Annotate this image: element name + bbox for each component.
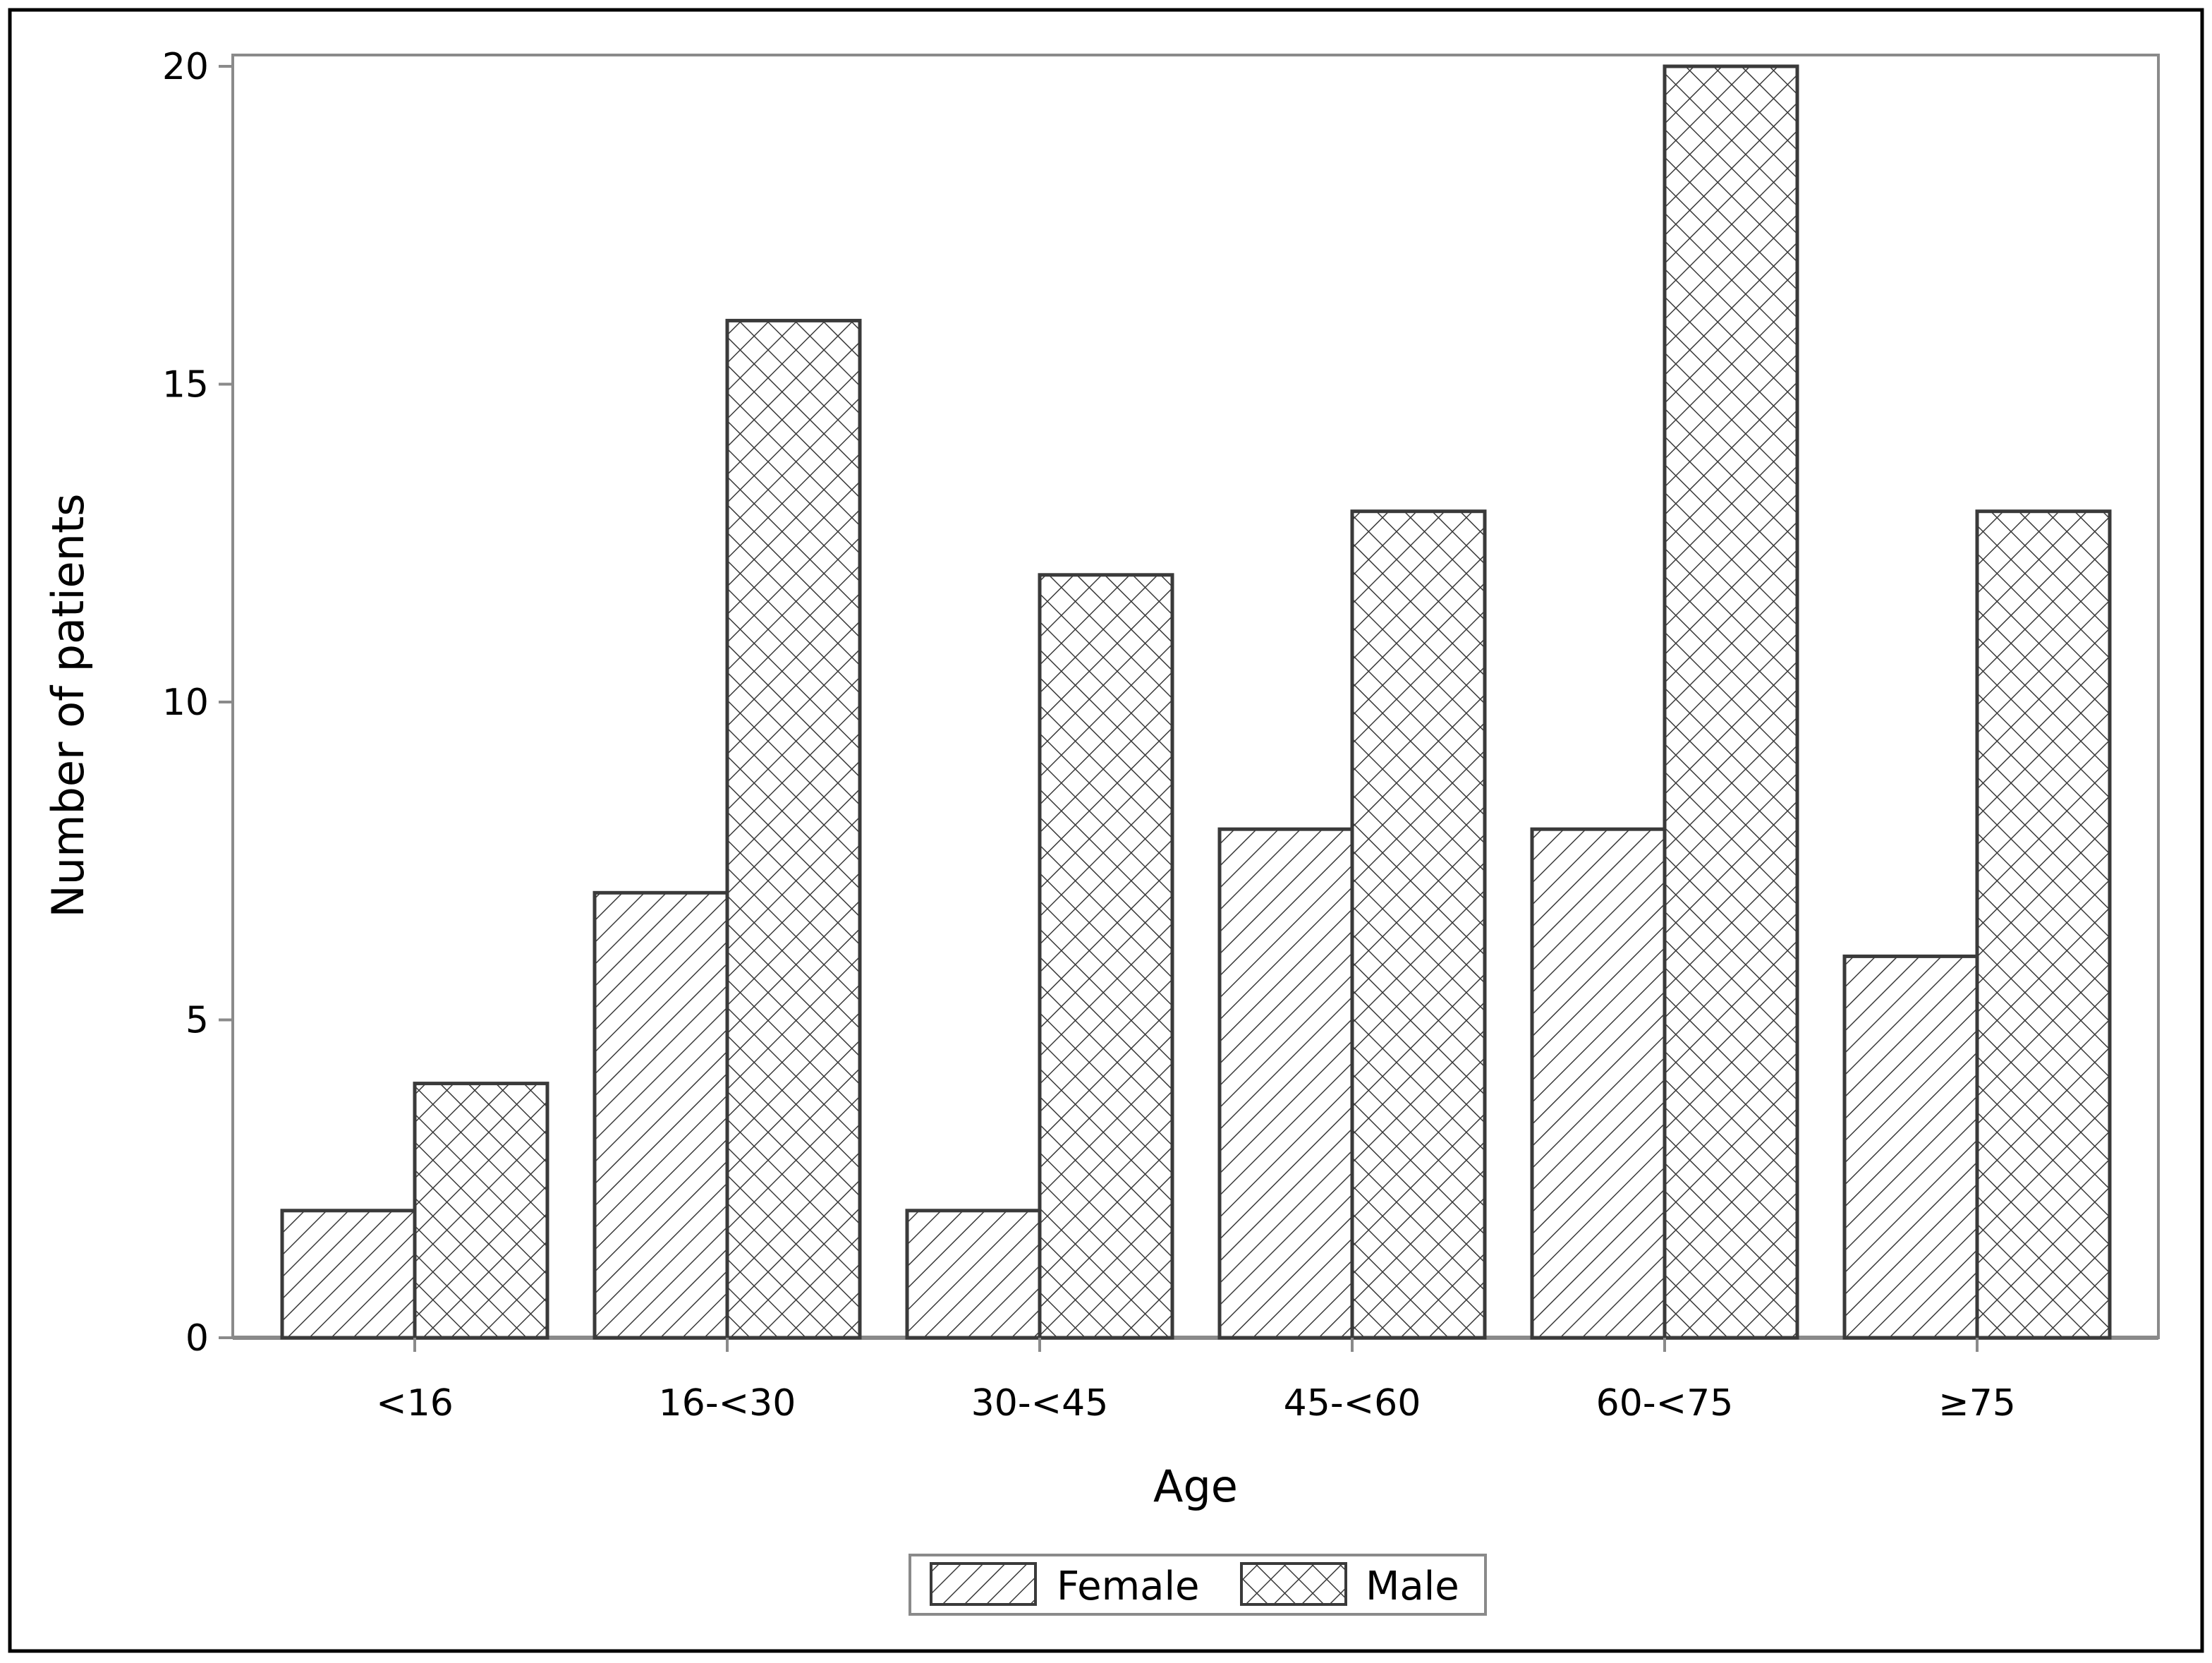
bar-male-4: [1663, 64, 1799, 1340]
legend-label-female: Female: [1057, 1564, 1199, 1609]
bar-female-3: [1217, 827, 1354, 1340]
bar-male-2: [1038, 573, 1174, 1340]
y-tick-label: 10: [162, 682, 209, 724]
bar-male-0: [413, 1082, 549, 1340]
bar-male-1: [725, 318, 862, 1340]
x-axis-ticks: <16 16-<30 30-<45 45-<60 60-<75 ≥75: [376, 1338, 2016, 1425]
y-tick-label: 20: [162, 46, 209, 88]
x-axis-label: Age: [1153, 1461, 1238, 1512]
bar-female-0: [280, 1209, 417, 1340]
bar-male-3: [1350, 509, 1487, 1340]
y-axis-ticks: 0 5 10 15 20: [162, 46, 233, 1360]
bars-group: [280, 64, 2112, 1340]
legend-swatch-male: [1240, 1562, 1347, 1606]
x-tick-label: 30-<45: [971, 1382, 1109, 1425]
y-tick-label: 15: [162, 364, 209, 406]
bar-female-4: [1530, 827, 1667, 1340]
y-axis-label: Number of patients: [42, 493, 94, 917]
x-tick-label: 16-<30: [659, 1382, 796, 1425]
legend: Female Male: [909, 1554, 1487, 1616]
x-tick-label: <16: [376, 1382, 454, 1425]
bar-female-5: [1842, 954, 1979, 1340]
legend-swatch-female: [930, 1562, 1037, 1606]
legend-label-male: Male: [1366, 1564, 1459, 1609]
outer-frame: [8, 8, 2204, 1653]
bar-female-1: [592, 890, 729, 1340]
x-tick-label: 60-<75: [1596, 1382, 1734, 1425]
x-tick-label: ≥75: [1938, 1382, 2016, 1425]
y-tick-label: 5: [186, 1000, 209, 1042]
bar-female-2: [905, 1209, 1042, 1340]
y-tick-label: 0: [186, 1317, 209, 1360]
x-tick-label: 45-<60: [1284, 1382, 1421, 1425]
bar-male-5: [1975, 509, 2112, 1340]
